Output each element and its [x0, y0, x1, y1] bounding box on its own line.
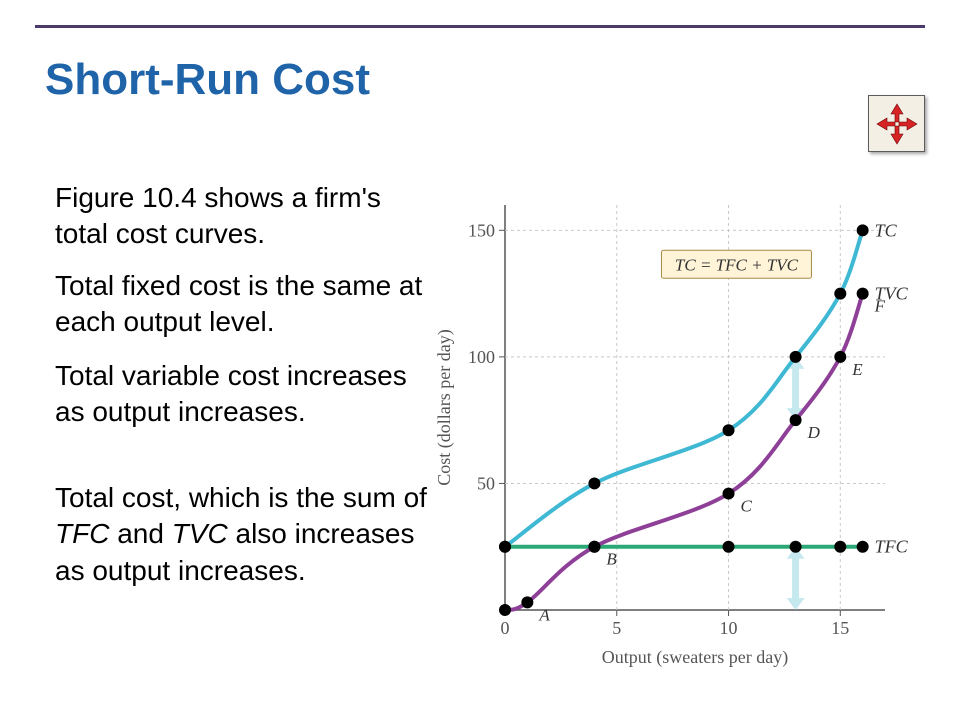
svg-text:50: 50	[477, 473, 495, 493]
move-icon-box	[868, 95, 925, 152]
svg-text:TVC: TVC	[875, 284, 909, 304]
tvc-term: TVC	[172, 518, 228, 549]
page-title: Short-Run Cost	[45, 55, 370, 105]
svg-text:150: 150	[468, 220, 495, 240]
top-rule	[35, 25, 925, 28]
paragraph-2: Total fixed cost is the same at each out…	[55, 268, 425, 341]
svg-text:5: 5	[612, 618, 621, 638]
svg-text:TFC: TFC	[875, 537, 909, 557]
paragraph-4: Total cost, which is the sum of TFC and …	[55, 480, 440, 589]
svg-text:Output (sweaters per day): Output (sweaters per day)	[602, 647, 788, 668]
move-arrows-icon	[875, 102, 919, 146]
paragraph-4a: Total cost, which is the sum of	[55, 482, 427, 513]
svg-text:E: E	[851, 360, 863, 379]
paragraph-3: Total variable cost increases as output …	[55, 358, 425, 431]
svg-text:100: 100	[468, 347, 495, 367]
cost-curves-chart: 50 100 150 0 5 10 15 Output (sweaters per day) C…	[430, 185, 940, 675]
svg-text:A: A	[538, 605, 550, 624]
svg-text:B: B	[606, 550, 617, 569]
paragraph-4c: and	[109, 518, 171, 549]
svg-text:C: C	[741, 497, 753, 516]
svg-text:D: D	[807, 423, 821, 442]
svg-text:15: 15	[831, 618, 849, 638]
svg-text:10: 10	[720, 618, 738, 638]
svg-text:Cost (dollars per day): Cost (dollars per day)	[434, 329, 455, 485]
svg-text:0: 0	[501, 618, 510, 638]
tfc-term: TFC	[55, 518, 109, 549]
paragraph-1: Figure 10.4 shows a firm's total cost cu…	[55, 180, 425, 253]
svg-text:TC = TFC + TVC: TC = TFC + TVC	[675, 255, 799, 274]
svg-text:TC: TC	[875, 220, 898, 240]
